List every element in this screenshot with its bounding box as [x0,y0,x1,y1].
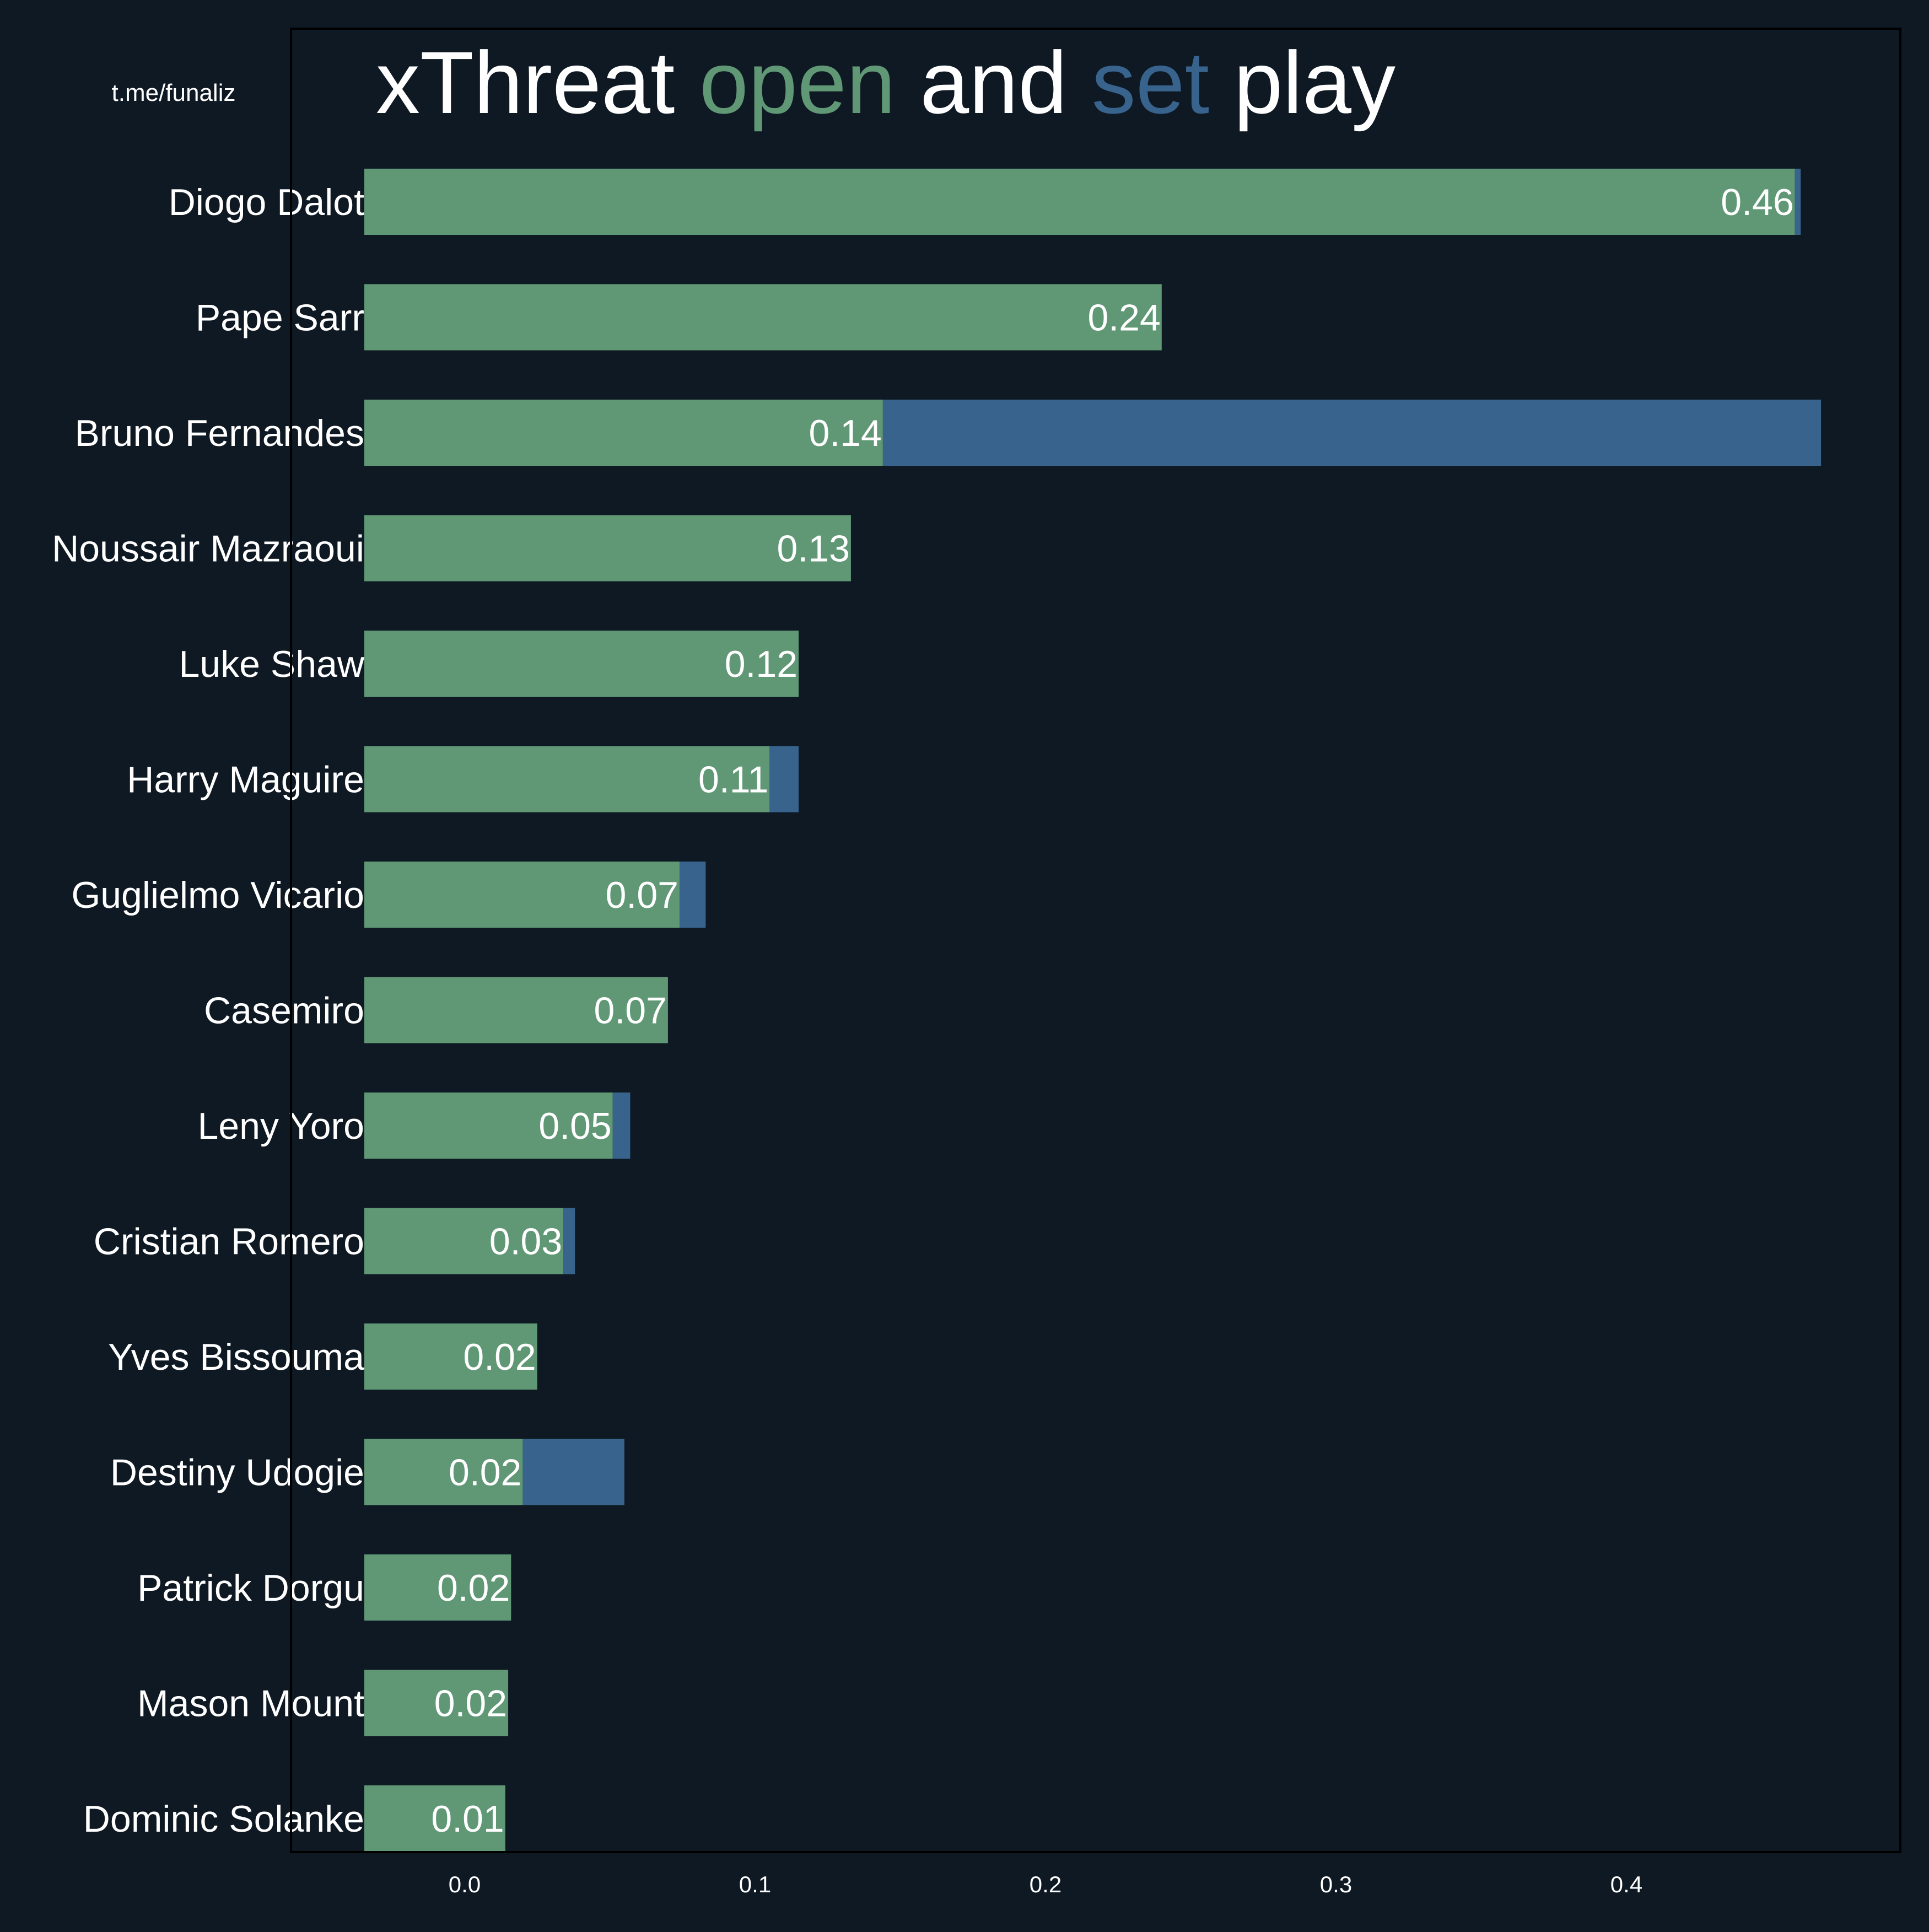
player-name-mason-mount: Mason Mount [137,1683,364,1725]
set-play-bar-harry-maguire [769,746,799,812]
set-play-bar-destiny-udogie [522,1439,624,1505]
player-name-dominic-solanke: Dominic Solanke [83,1798,364,1840]
title-part-5: play [1209,33,1395,132]
title-part-1: xThreat [376,33,699,132]
player-name-luke-shaw: Luke Shaw [179,643,365,685]
open-play-bar-harry-maguire [364,746,770,812]
data-label-pape-sarr: 0.24 [1087,297,1160,339]
player-name-noussair-mazraoui: Noussair Mazraoui [52,528,364,570]
open-play-bar-diogo-dalot [364,169,1795,235]
x-tick-label: 0.0 [449,1871,481,1897]
player-name-guglielmo-vicario: Guglielmo Vicario [71,874,364,916]
open-play-bar-guglielmo-vicario [364,862,680,928]
player-name-cristian-romero: Cristian Romero [94,1221,364,1263]
data-label-leny-yoro: 0.05 [538,1105,611,1147]
data-label-dominic-solanke: 0.01 [431,1798,504,1840]
player-name-casemiro: Casemiro [204,990,364,1032]
data-label-noussair-mazraoui: 0.13 [777,528,850,570]
open-play-bar-dominic-solanke [364,1785,505,1852]
plot-frame [290,28,1901,1853]
x-tick-label: 0.2 [1030,1871,1062,1897]
watermark: t.me/funaliz [112,79,236,106]
set-play-bar-bruno-fernandes [882,400,1822,466]
title-part-set: set [1092,33,1209,132]
player-name-patrick-dorgu: Patrick Dorgu [137,1567,364,1609]
data-label-cristian-romero: 0.03 [489,1221,562,1263]
open-play-bar-patrick-dorgu [364,1554,511,1621]
bars-layer [364,169,1822,1852]
open-play-bar-pape-sarr [364,284,1162,351]
chart-title: xThreat open and set play [376,33,1395,132]
set-play-bar-diogo-dalot [1795,169,1801,235]
set-play-bar-guglielmo-vicario [679,862,706,928]
open-play-bar-yves-bissouma [364,1323,537,1390]
open-play-bar-casemiro [364,977,668,1043]
player-name-yves-bissouma: Yves Bissouma [108,1336,364,1378]
data-label-yves-bissouma: 0.02 [463,1336,536,1378]
player-name-destiny-udogie: Destiny Udogie [110,1452,364,1494]
data-label-destiny-udogie: 0.02 [449,1452,521,1494]
open-play-bar-noussair-mazraoui [364,515,851,582]
x-ticks-layer: 0.0 0.1 0.2 0.3 0.4 [449,1871,1642,1897]
x-tick-label: 0.4 [1610,1871,1642,1897]
data-label-patrick-dorgu: 0.02 [437,1567,510,1609]
open-play-bar-mason-mount [364,1670,509,1736]
data-labels-layer: 0.46 0.24 0.14 0.13 0.12 0.11 0.07 0.07 0.05 0.03… [431,181,1793,1840]
data-label-guglielmo-vicario: 0.07 [606,874,678,916]
set-play-bar-cristian-romero [563,1208,575,1274]
x-tick-label: 0.3 [1320,1871,1352,1897]
set-play-bar-leny-yoro [612,1093,631,1159]
data-label-casemiro: 0.07 [594,990,667,1032]
x-tick-label: 0.1 [739,1871,771,1897]
player-name-bruno-fernandes: Bruno Fernandes [75,412,364,454]
open-play-bar-luke-shaw [364,631,799,697]
title-part-open: open [699,33,896,132]
player-names-layer: Diogo Dalot Pape Sarr Bruno Fernandes Nouss… [52,181,365,1840]
player-name-diogo-dalot: Diogo Dalot [169,181,364,223]
player-name-leny-yoro: Leny Yoro [197,1105,364,1147]
data-label-mason-mount: 0.02 [434,1683,507,1725]
open-play-bar-bruno-fernandes [364,400,883,466]
data-label-luke-shaw: 0.12 [725,643,798,685]
player-name-harry-maguire: Harry Maguire [127,759,364,801]
data-label-diogo-dalot: 0.46 [1721,181,1793,223]
title-part-3: and [896,33,1092,132]
player-name-pape-sarr: Pape Sarr [196,297,364,339]
data-label-bruno-fernandes: 0.14 [809,412,882,454]
open-play-bar-leny-yoro [364,1093,613,1159]
open-play-bar-cristian-romero [364,1208,564,1274]
open-play-bar-destiny-udogie [364,1439,523,1505]
data-label-harry-maguire: 0.11 [698,759,768,801]
